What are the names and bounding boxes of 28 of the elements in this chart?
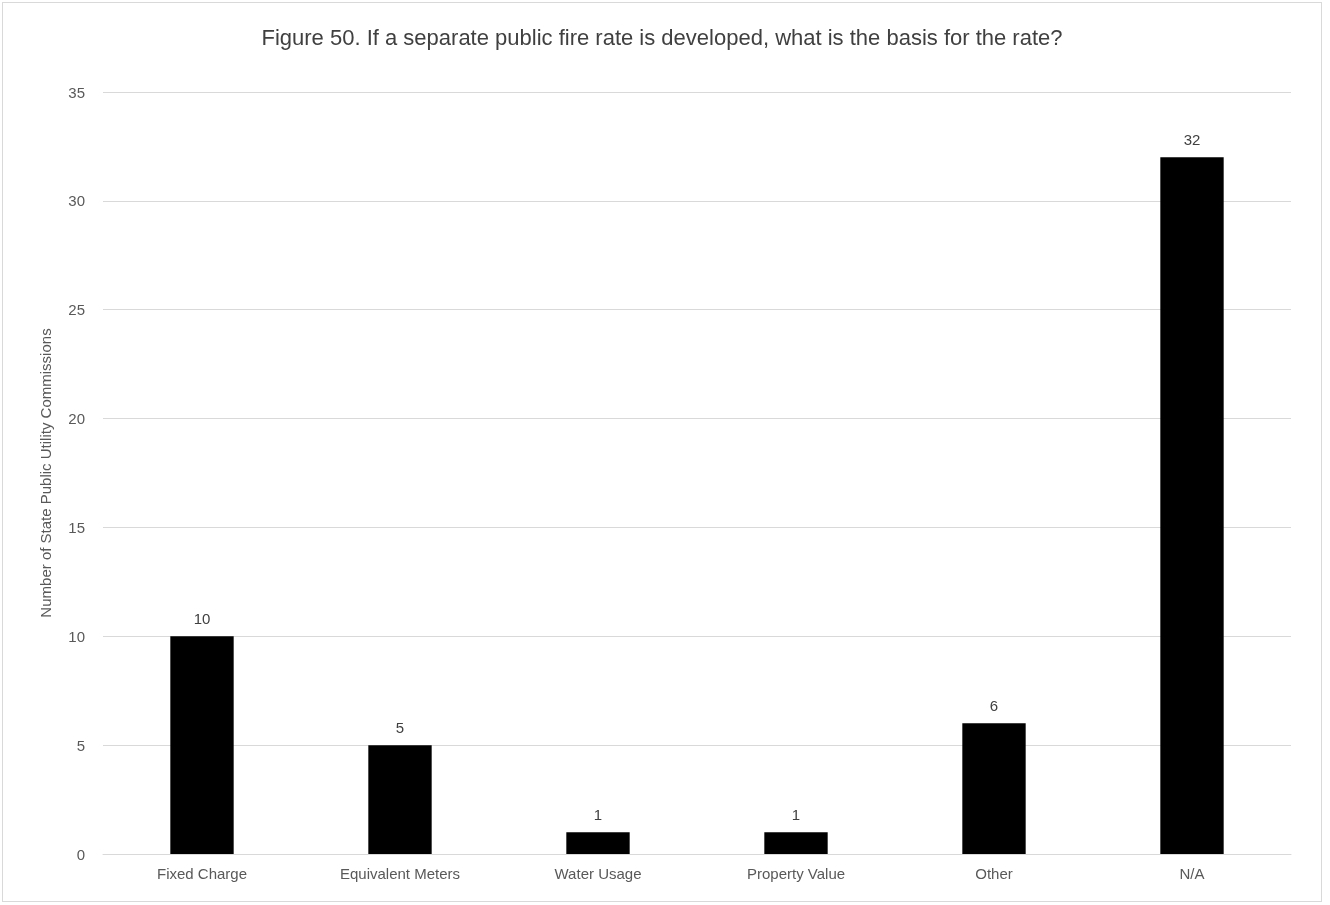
y-tick-label: 0 [76,845,85,863]
y-tick-label: 35 [68,83,85,101]
x-tick-label: N/A [1179,865,1205,882]
bar [566,832,630,854]
bar [962,723,1026,854]
bar [764,832,828,854]
bar [170,636,234,854]
x-tick-label: Fixed Charge [156,865,248,882]
y-tick-label: 10 [68,627,85,645]
data-label: 6 [989,697,999,715]
chart-title: Figure 50. If a separate public fire rate is developed, what is the basis for the rate? [261,24,1063,50]
data-label: 32 [1183,131,1201,149]
y-tick-label: 25 [68,301,85,319]
y-axis-title: Number of State Public Utility Commissions [37,328,54,618]
data-label: 10 [193,610,211,628]
bar [1160,157,1224,854]
data-label: 1 [593,806,603,824]
bar [368,745,432,854]
x-tick-label: Property Value [746,865,846,882]
y-tick-label: 30 [68,192,85,210]
x-tick-label: Other [975,865,1013,882]
data-label: 1 [791,806,801,824]
x-tick-label: Water Usage [554,865,642,882]
data-label: 5 [395,719,405,737]
x-tick-label: Equivalent Meters [339,865,461,882]
y-tick-label: 5 [76,736,85,754]
y-tick-label: 20 [68,410,85,428]
y-tick-label: 15 [68,518,85,536]
